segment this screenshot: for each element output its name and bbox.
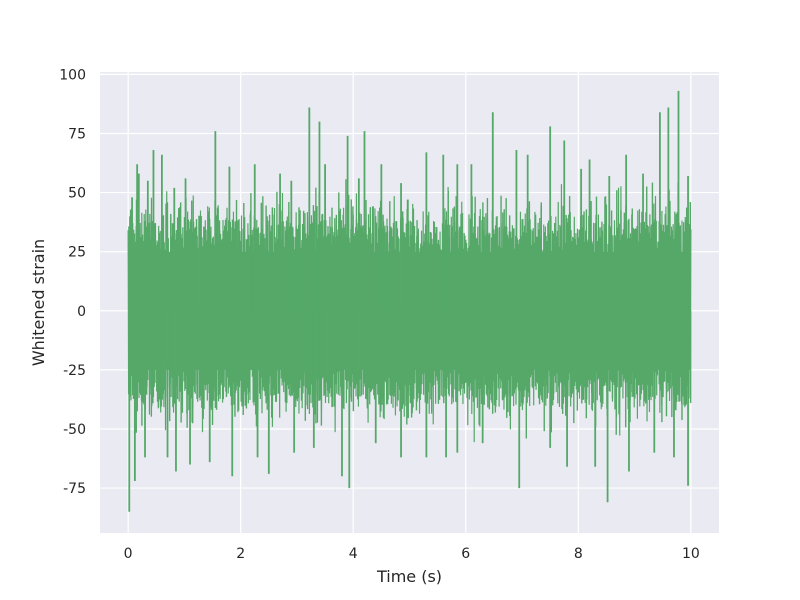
series-layer: [127, 90, 692, 512]
y-tick-label: -25: [63, 363, 86, 379]
y-tick-label: 100: [59, 67, 86, 83]
y-tick-label: -50: [63, 422, 86, 438]
y-tick-label: 75: [68, 126, 86, 142]
x-tick-label: 0: [124, 546, 133, 562]
y-tick-label: 0: [77, 304, 86, 320]
y-tick-label: 50: [68, 186, 86, 202]
y-tick-labels: -75 -50 -25 0 25 50 75 100: [59, 67, 86, 497]
x-tick-label: 2: [236, 546, 245, 562]
y-axis-label: Whitened strain: [29, 239, 48, 366]
x-tick-labels: 0 2 4 6 8 10: [124, 546, 700, 562]
y-tick-label: -75: [63, 481, 86, 497]
x-axis-label: Time (s): [376, 567, 442, 586]
x-tick-label: 6: [461, 546, 470, 562]
signal-trace: [127, 184, 692, 443]
x-tick-label: 10: [682, 546, 700, 562]
x-tick-label: 4: [349, 546, 358, 562]
x-tick-label: 8: [574, 546, 583, 562]
y-tick-label: 25: [68, 245, 86, 261]
